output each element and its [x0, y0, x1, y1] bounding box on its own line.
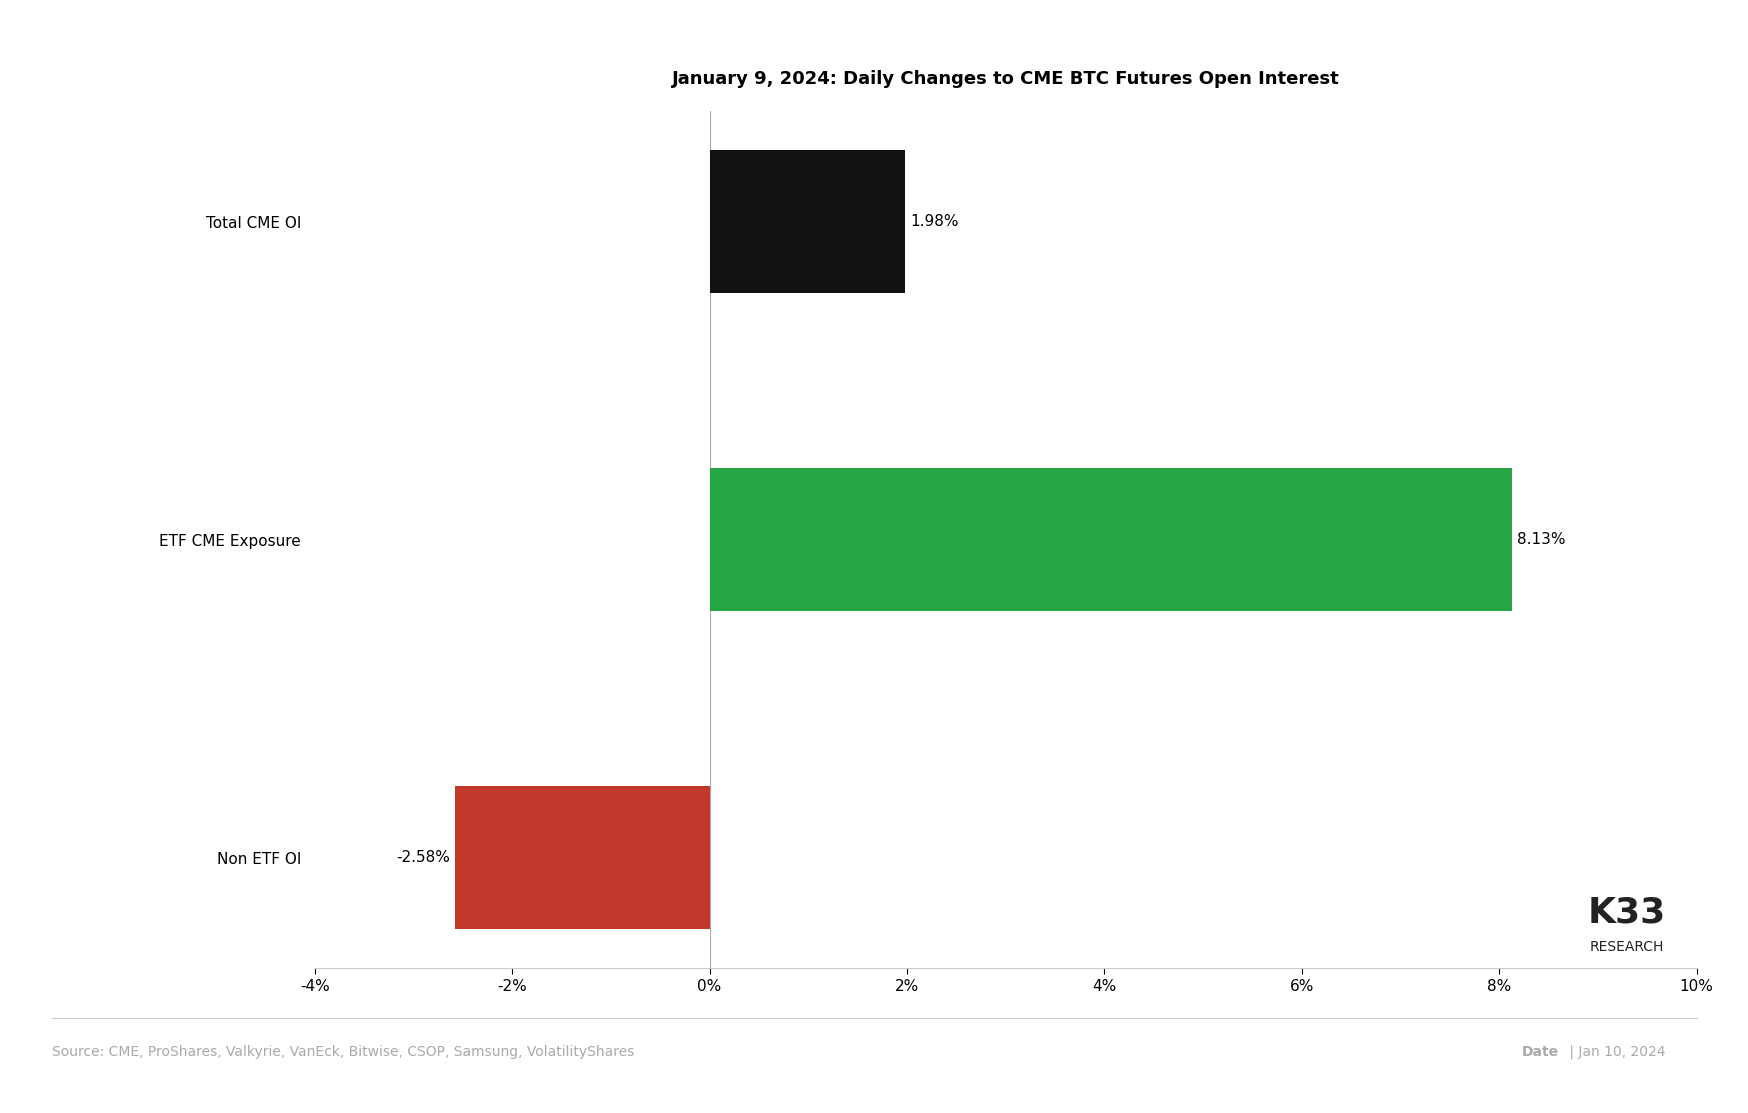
Text: 8.13%: 8.13%	[1516, 532, 1564, 548]
Bar	[454, 786, 710, 929]
Bar	[710, 150, 904, 294]
Text: 1.98%: 1.98%	[909, 215, 958, 229]
Text: Date: Date	[1521, 1045, 1557, 1058]
Bar	[710, 469, 1510, 611]
Text: | Jan 10, 2024: | Jan 10, 2024	[1564, 1044, 1664, 1060]
Text: Source: CME, ProShares, Valkyrie, VanEck, Bitwise, CSOP, Samsung, VolatilityShar: Source: CME, ProShares, Valkyrie, VanEck…	[52, 1045, 635, 1058]
Title: January 9, 2024: Daily Changes to CME BTC Futures Open Interest: January 9, 2024: Daily Changes to CME BT…	[671, 69, 1339, 88]
Text: K33: K33	[1587, 895, 1664, 929]
Text: -2.58%: -2.58%	[397, 850, 449, 865]
Text: RESEARCH: RESEARCH	[1589, 940, 1662, 955]
